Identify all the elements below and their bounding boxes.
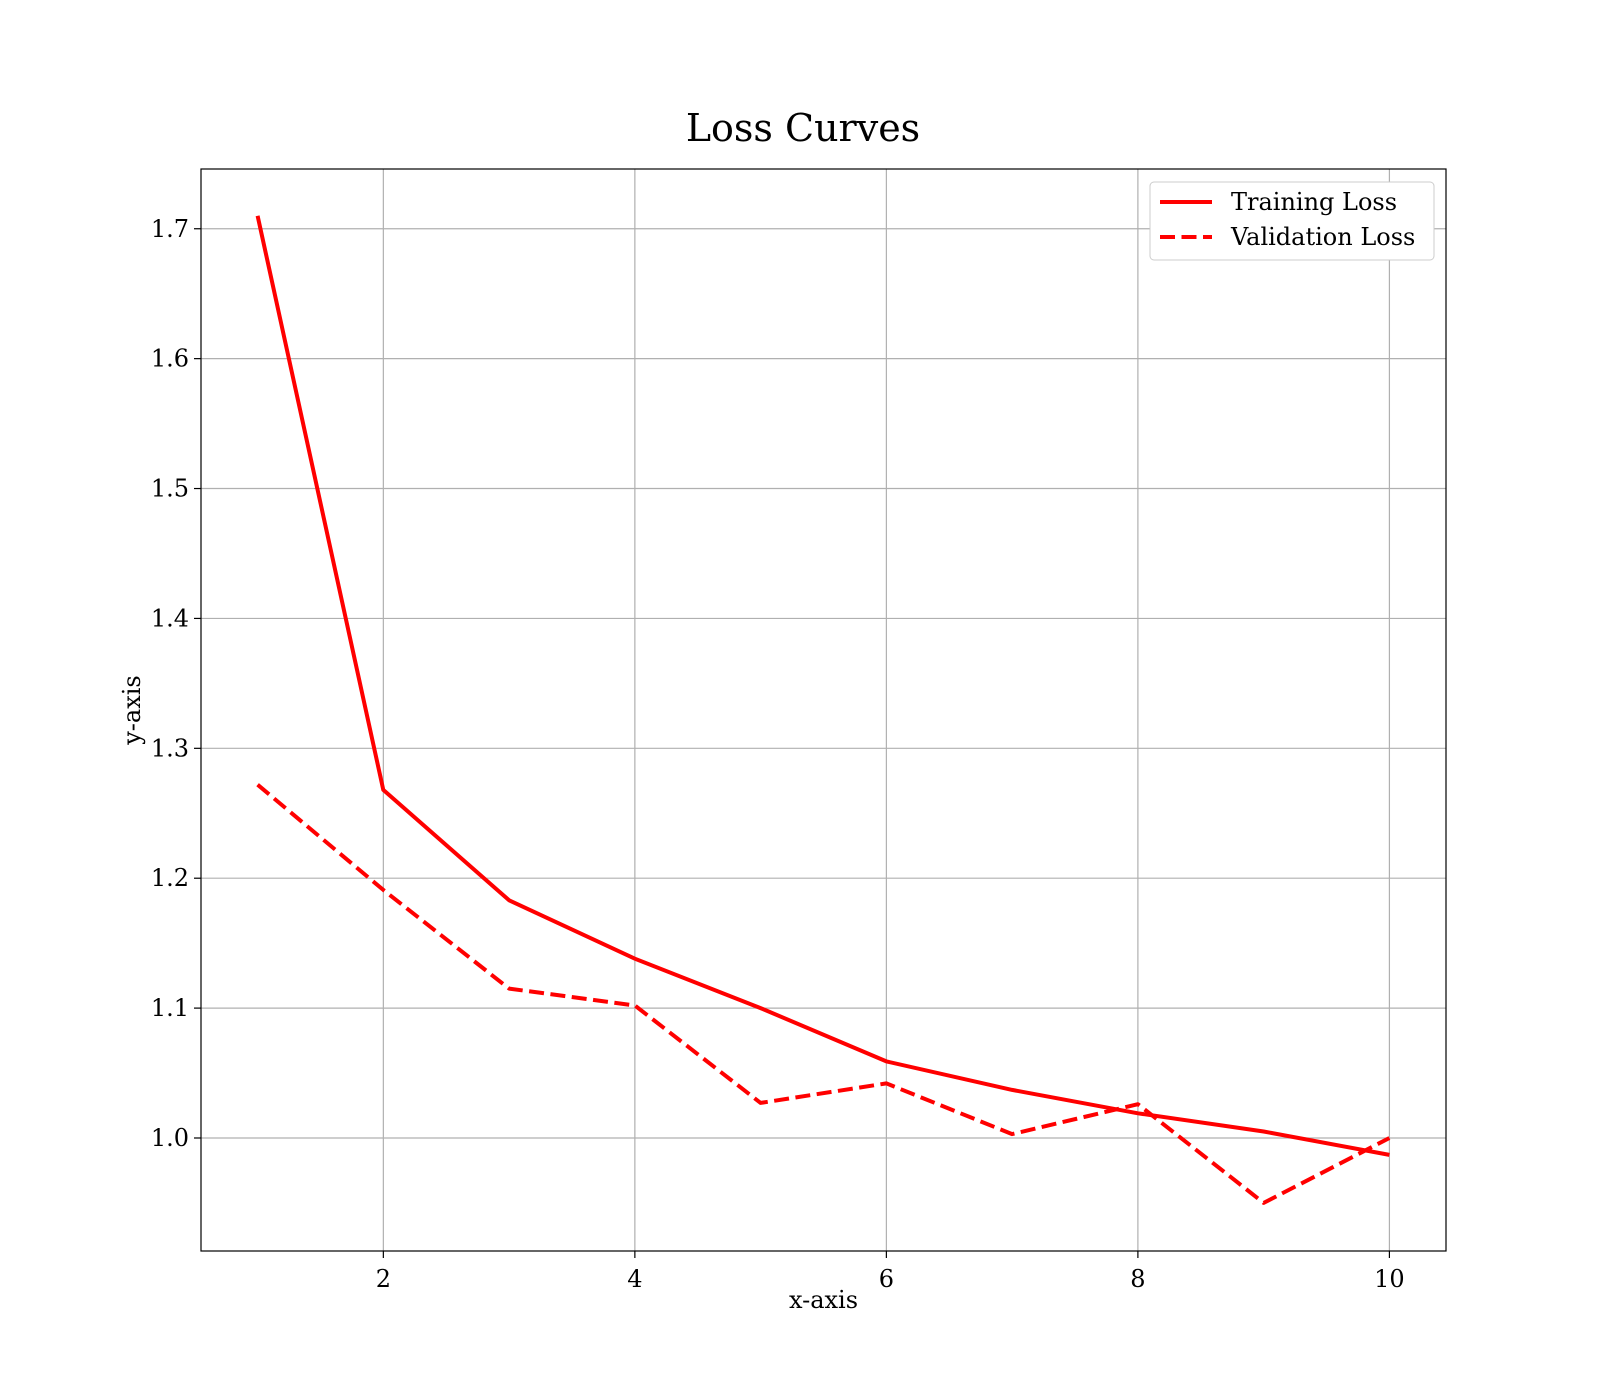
legend-label: Validation Loss xyxy=(1230,223,1415,251)
y-tick-label: 1.3 xyxy=(151,734,189,762)
x-tick-label: 6 xyxy=(879,1265,894,1293)
training-loss-line xyxy=(255,215,1390,1157)
x-tick-label: 8 xyxy=(1130,1265,1145,1293)
y-tick-label: 1.0 xyxy=(151,1124,189,1152)
y-axis-label: y-axis xyxy=(118,675,146,746)
y-tick-label: 1.2 xyxy=(151,864,189,892)
y-tick-label: 1.5 xyxy=(151,475,189,503)
x-tick-label: 2 xyxy=(376,1265,391,1293)
series-lines xyxy=(255,215,1391,1205)
y-tick-label: 1.7 xyxy=(151,215,189,243)
y-tick-label: 1.6 xyxy=(151,345,189,373)
grid xyxy=(201,169,1446,1251)
validation-loss-line xyxy=(256,783,1391,1205)
x-tick-label: 10 xyxy=(1374,1265,1405,1293)
plot-frame xyxy=(200,168,1447,1252)
chart-title: Loss Curves xyxy=(686,106,920,150)
legend: Training Loss Validation Loss xyxy=(1149,181,1435,261)
legend-label: Training Loss xyxy=(1231,188,1397,216)
y-tick-label: 1.4 xyxy=(151,604,189,632)
x-tick-label: 4 xyxy=(627,1265,642,1293)
legend-box xyxy=(1149,181,1435,261)
axis-ticks: 2 4 6 8 10 1.0 1.1 1.2 1.3 1.4 1.5 1.6 1.7 xyxy=(151,215,1405,1293)
y-tick-label: 1.1 xyxy=(151,994,189,1022)
x-axis-label: x-axis xyxy=(789,1286,858,1314)
